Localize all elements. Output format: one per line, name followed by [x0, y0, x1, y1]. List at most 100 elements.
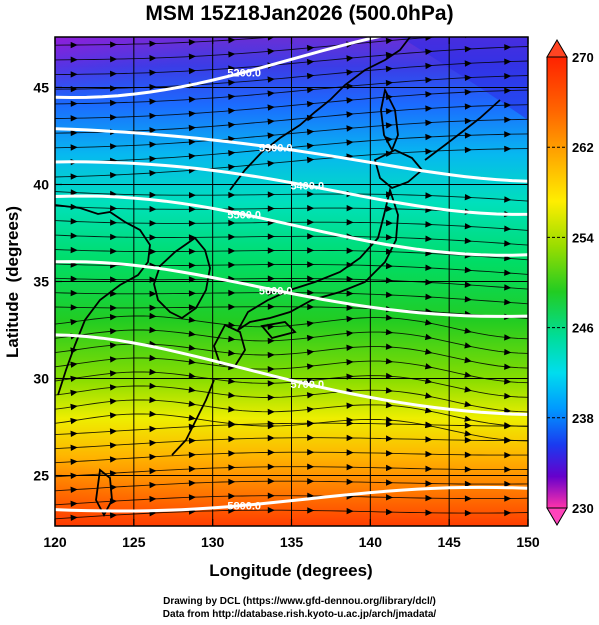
streamline-arrow	[109, 356, 118, 363]
streamline-arrow	[464, 296, 472, 303]
streamline-arrow	[228, 51, 236, 58]
streamline-arrow	[307, 303, 315, 311]
y-tick-label: 30	[33, 371, 49, 387]
streamline-arrow	[386, 205, 393, 212]
streamline-arrow	[228, 37, 236, 44]
streamline-arrow	[188, 316, 196, 323]
streamline-arrow	[149, 40, 157, 47]
contour-label: 5700.0	[290, 379, 324, 391]
streamline-arrow	[149, 304, 157, 311]
streamline-arrow	[149, 410, 157, 418]
streamline-arrow	[109, 512, 118, 519]
streamline-arrow	[346, 344, 354, 351]
streamline-arrow	[267, 492, 275, 499]
streamline-arrow	[504, 348, 512, 356]
streamline-arrow	[425, 48, 433, 55]
streamline-arrow	[425, 279, 433, 286]
streamline-arrow	[307, 478, 315, 485]
streamline-arrow	[149, 220, 157, 227]
taiwan	[95, 468, 113, 517]
streamline-arrow	[267, 434, 275, 442]
streamline-arrow	[228, 191, 236, 199]
streamline-arrow	[228, 150, 236, 157]
streamline-arrow	[228, 507, 236, 514]
streamline-arrow	[464, 60, 472, 67]
streamline-arrow	[425, 450, 433, 458]
streamline-arrow	[70, 403, 78, 411]
streamline-arrow	[464, 509, 472, 517]
colorbar-tick-label: 262	[572, 140, 594, 155]
streamline-arrow	[346, 507, 354, 515]
streamline-arrow	[464, 356, 472, 364]
streamline-arrow	[504, 102, 512, 109]
streamline-arrow	[188, 372, 196, 379]
streamline-arrow	[110, 56, 118, 63]
streamline-arrow	[188, 465, 196, 473]
streamline-arrow	[188, 96, 196, 103]
height-contour	[55, 194, 528, 257]
streamline-arrow	[70, 203, 78, 210]
streamline-arrow	[149, 98, 157, 105]
streamline-arrow	[267, 449, 275, 456]
streamline-arrow	[109, 342, 118, 349]
streamline-arrow	[188, 480, 196, 487]
streamline-arrow	[306, 86, 315, 94]
streamline-arrow	[385, 291, 393, 298]
sakhalin	[380, 87, 399, 153]
contour-label: 5400.0	[290, 181, 324, 193]
streamline-arrow	[464, 466, 472, 473]
streamline-arrow	[504, 240, 512, 247]
contour-label: 5500.0	[227, 210, 261, 222]
streamline-arrow	[267, 76, 275, 83]
streamline-arrow	[307, 191, 315, 198]
streamline-arrow	[109, 470, 118, 477]
streamline-arrow	[188, 220, 196, 227]
height-contour	[55, 333, 528, 416]
streamline-arrow	[346, 111, 354, 118]
streamline-arrow	[425, 235, 433, 242]
streamline-arrow	[149, 141, 157, 148]
streamline-arrow	[70, 347, 78, 354]
streamline-arrow	[504, 196, 512, 203]
streamline-arrow	[188, 110, 196, 117]
streamline-arrow	[464, 415, 472, 422]
streamline-arrow	[109, 412, 118, 419]
streamline-arrow	[465, 18, 472, 24]
streamline-arrow	[228, 247, 236, 255]
streamline-arrow	[149, 155, 157, 163]
streamline-arrow	[346, 83, 354, 90]
streamline-arrow	[267, 90, 275, 97]
streamline-arrow	[385, 65, 393, 73]
streamline-arrow	[109, 314, 118, 321]
streamline-arrow	[109, 328, 118, 335]
streamline-arrow	[70, 304, 78, 311]
height-contours	[55, 37, 528, 513]
streamline-arrow	[306, 58, 315, 66]
streamline-arrow	[425, 480, 433, 487]
streamline-arrow	[267, 303, 275, 310]
streamline-arrow	[385, 51, 393, 59]
streamline-arrow	[306, 114, 315, 122]
streamline-arrow	[385, 401, 393, 409]
height-contour	[55, 37, 385, 100]
streamline-arrow	[346, 464, 354, 471]
streamline-arrow	[267, 380, 275, 387]
streamline-arrow	[149, 396, 157, 404]
streamline-arrow	[307, 434, 315, 441]
streamline-arrow	[110, 233, 118, 241]
streamline-arrow	[149, 481, 157, 489]
x-tick-label: 135	[280, 534, 304, 550]
streamline-arrow	[464, 451, 472, 458]
streamline-arrow	[228, 464, 236, 471]
streamline-arrow	[504, 363, 512, 370]
footer-credit-drawing: Drawing by DCL (https://www.gfd-dennou.o…	[163, 596, 436, 607]
colorbar-min-arrow	[546, 507, 568, 526]
colorbar-tick-label: 270	[572, 50, 594, 65]
streamline-arrow	[346, 420, 354, 427]
streamline-arrow	[70, 232, 78, 239]
streamline-arrow	[464, 89, 472, 96]
streamline-arrow	[149, 205, 157, 213]
streamline-arrow	[188, 423, 196, 430]
y-tick-label: 40	[33, 176, 49, 192]
x-tick-label: 130	[201, 534, 225, 550]
